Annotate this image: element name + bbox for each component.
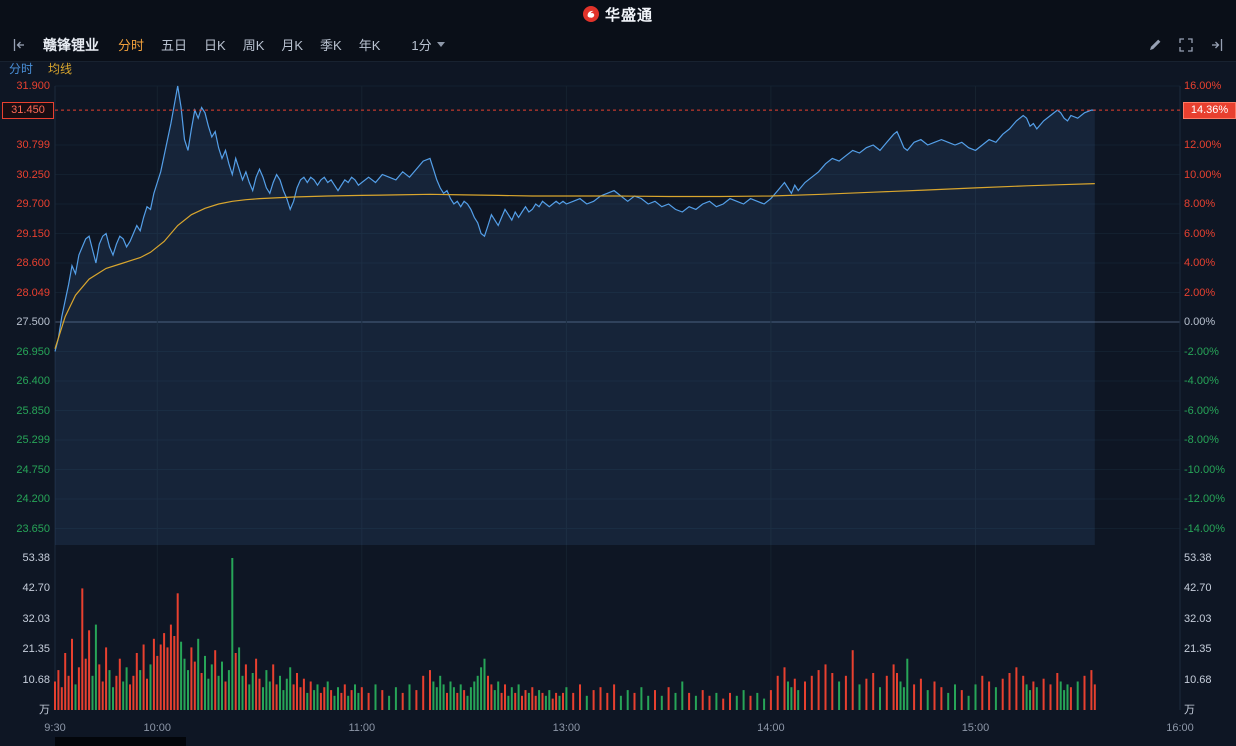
legend-average-line[interactable]: 均线 <box>48 62 73 76</box>
expand-right-panel-icon[interactable] <box>1210 38 1224 52</box>
chevron-down-icon <box>436 42 445 47</box>
period-selector[interactable]: 1分 <box>411 35 445 54</box>
stock-name: 赣锋锂业 <box>43 36 99 53</box>
bottom-overlay <box>55 737 186 746</box>
fullscreen-icon[interactable] <box>1179 37 1193 52</box>
tab-weekly-k[interactable]: 周K <box>242 38 265 53</box>
tab-yearly-k[interactable]: 年K <box>358 38 381 53</box>
draw-edit-icon[interactable] <box>1148 38 1162 52</box>
tab-quarterly-k[interactable]: 季K <box>320 38 342 53</box>
current-price-tag: 31.450 <box>2 102 54 120</box>
tab-realtime[interactable]: 分时 <box>118 38 145 53</box>
period-selector-value: 1分 <box>411 38 432 53</box>
legend-realtime-line[interactable]: 分时 <box>9 62 34 76</box>
current-change-tag: 14.36% <box>1183 102 1236 120</box>
app-logo-icon <box>582 6 599 22</box>
chart-legend: 分时 均线 <box>9 60 72 78</box>
app-title: 华盛通 <box>604 6 653 24</box>
app-header: 华盛通 <box>0 0 1236 28</box>
tab-5day[interactable]: 五日 <box>161 38 188 53</box>
chart-canvas[interactable] <box>0 78 1236 746</box>
intraday-chart[interactable]: 31.900 16.00% 30.799 12.00% 30.250 10.00% 29.7… <box>0 78 1236 746</box>
tab-daily-k[interactable]: 日K <box>204 38 226 53</box>
tab-monthly-k[interactable]: 月K <box>281 38 304 53</box>
collapse-left-panel-icon[interactable] <box>12 38 26 52</box>
chart-toolbar: 赣锋锂业 分时 五日 日K 周K 月K 季K 年K 1分 <box>0 28 1236 62</box>
